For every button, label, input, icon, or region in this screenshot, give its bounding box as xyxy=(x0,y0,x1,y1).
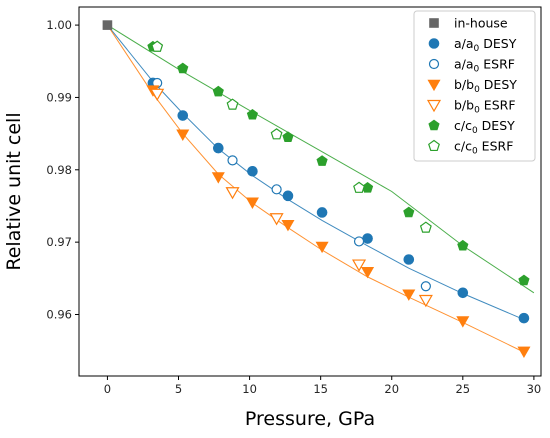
axes xyxy=(78,6,542,377)
data-point xyxy=(353,181,365,193)
x-tick-label: 20 xyxy=(384,382,399,396)
y-tick-label: 0.99 xyxy=(46,90,72,104)
legend-marker xyxy=(428,119,440,131)
data-point xyxy=(315,241,329,254)
legend-marker xyxy=(428,58,440,70)
data-point xyxy=(176,129,190,141)
y-tick-label: 1.00 xyxy=(46,18,72,32)
x-tick-label: 30 xyxy=(527,382,542,396)
series-6 xyxy=(151,40,432,233)
data-point xyxy=(352,259,367,272)
data-point xyxy=(151,40,164,52)
data-point xyxy=(420,281,431,292)
data-point xyxy=(403,206,415,218)
legend-entry-label: a/a0 ESRF xyxy=(454,57,515,75)
data-point xyxy=(227,155,238,166)
data-point xyxy=(403,254,415,265)
series-2 xyxy=(152,77,431,292)
y-tick-label: 0.96 xyxy=(46,308,72,322)
data-point xyxy=(150,88,165,102)
data-point xyxy=(270,128,283,140)
y-axis-title: Relative unit cell xyxy=(3,112,25,270)
data-point xyxy=(456,316,470,328)
x-axis-title: Pressure, GPa xyxy=(245,408,375,430)
ticks: 0 5 10 15 20 25 30 0.96 0.97 0.98 0.99 1.00 xyxy=(46,18,541,396)
x-tick-label: 0 xyxy=(104,382,111,396)
series-0 xyxy=(102,20,113,30)
data-point xyxy=(281,219,295,232)
x-tick-label: 15 xyxy=(313,382,328,396)
series-3 xyxy=(146,85,531,359)
data-point xyxy=(402,289,416,301)
data-point xyxy=(518,274,530,286)
x-tick-label: 5 xyxy=(175,382,182,396)
legend-marker xyxy=(426,99,442,113)
data-point xyxy=(271,184,282,195)
data-point xyxy=(517,346,531,359)
data-point xyxy=(247,165,258,177)
data-point xyxy=(518,312,530,324)
data-point xyxy=(212,85,224,97)
data-point xyxy=(225,187,240,200)
series-5 xyxy=(147,40,530,286)
y-tick-label: 0.98 xyxy=(46,163,72,177)
legend: in-house a/a0 DESY a/a0 ESRF b/b0 DESY b/b0 … xyxy=(413,10,536,162)
data-point xyxy=(361,267,375,279)
data-point xyxy=(246,108,259,120)
data-point xyxy=(211,172,225,184)
x-tick-label: 10 xyxy=(242,382,257,396)
data-point xyxy=(177,62,189,74)
data-point xyxy=(177,110,189,121)
y-tick-label: 0.97 xyxy=(46,235,72,249)
data-point xyxy=(213,142,224,154)
data-point xyxy=(269,213,284,226)
legend-marker xyxy=(428,139,440,152)
legend-entry-label: c/c0 DESY xyxy=(454,118,515,136)
data-point xyxy=(457,239,469,251)
data-point xyxy=(419,221,432,233)
data-points xyxy=(102,20,531,359)
data-point xyxy=(418,294,433,308)
data-point xyxy=(457,287,469,299)
legend-entry-label: c/c0 ESRF xyxy=(454,139,513,157)
legend-entry-label: b/b0 ESRF xyxy=(454,98,516,116)
data-point xyxy=(353,236,365,247)
series-1 xyxy=(147,77,530,324)
plot-frame xyxy=(78,6,542,377)
series-4 xyxy=(150,88,433,308)
data-point xyxy=(316,207,328,218)
legend-entry-label: in-house xyxy=(454,16,508,31)
legend-entry-label: a/a0 DESY xyxy=(454,36,517,54)
legend-marker xyxy=(428,38,440,49)
data-point xyxy=(282,131,294,142)
x-tick-label: 25 xyxy=(455,382,470,396)
data-point xyxy=(102,20,113,30)
data-point xyxy=(245,197,259,209)
data-point xyxy=(226,98,239,110)
data-point xyxy=(316,155,328,166)
legend-marker xyxy=(429,18,439,28)
legend-box xyxy=(413,10,536,162)
data-point xyxy=(282,190,294,202)
legend-marker xyxy=(427,79,441,92)
legend-entry-label: b/b0 DESY xyxy=(454,77,517,95)
